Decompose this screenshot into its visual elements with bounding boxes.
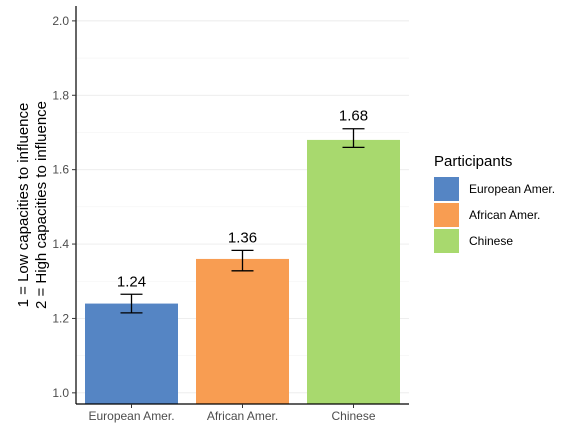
x-tick-label: African Amer.	[207, 409, 278, 423]
error-bar	[342, 128, 365, 148]
error-bar	[120, 293, 143, 314]
legend-swatch	[434, 203, 459, 227]
bar	[307, 139, 400, 404]
legend-item: African Amer.	[434, 203, 540, 227]
legend-label: Chinese	[469, 234, 513, 248]
bar	[196, 258, 289, 404]
y-axis-title-line1: 1 = Low capacities to influence	[15, 103, 32, 308]
y-tick-label: 1.8	[52, 88, 69, 102]
data-label: 1.24	[117, 273, 146, 290]
y-ticks: 1.0 1.2 1.4 1.6 1.8 2.0	[52, 14, 76, 400]
y-tick-label: 1.6	[52, 163, 69, 177]
data-labels: 1.24 1.36 1.68	[117, 108, 368, 291]
data-label: 1.36	[228, 229, 257, 246]
x-tick-label: Chinese	[331, 409, 375, 423]
error-bars	[120, 128, 365, 314]
legend-label: European Amer.	[469, 182, 555, 196]
legend-label: African Amer.	[469, 208, 540, 222]
bar	[85, 303, 178, 404]
x-tick-label: European Amer.	[88, 409, 174, 423]
legend: Participants European Amer. African Amer.…	[434, 153, 555, 253]
legend-item: European Amer.	[434, 177, 555, 201]
y-tick-label: 1.2	[52, 311, 69, 325]
y-tick-label: 2.0	[52, 14, 69, 28]
legend-swatch	[434, 177, 459, 201]
legend-title: Participants	[434, 153, 512, 170]
bars	[85, 139, 400, 404]
y-tick-label: 1.4	[52, 237, 69, 251]
x-ticks: European Amer. African Amer. Chinese	[88, 404, 376, 423]
legend-item: Chinese	[434, 229, 513, 253]
error-bar	[231, 249, 254, 272]
y-axis-title-line2: 2 = High capacities to influence	[33, 101, 50, 309]
legend-swatch	[434, 229, 459, 253]
data-label: 1.68	[339, 108, 368, 125]
y-tick-label: 1.0	[52, 386, 69, 400]
